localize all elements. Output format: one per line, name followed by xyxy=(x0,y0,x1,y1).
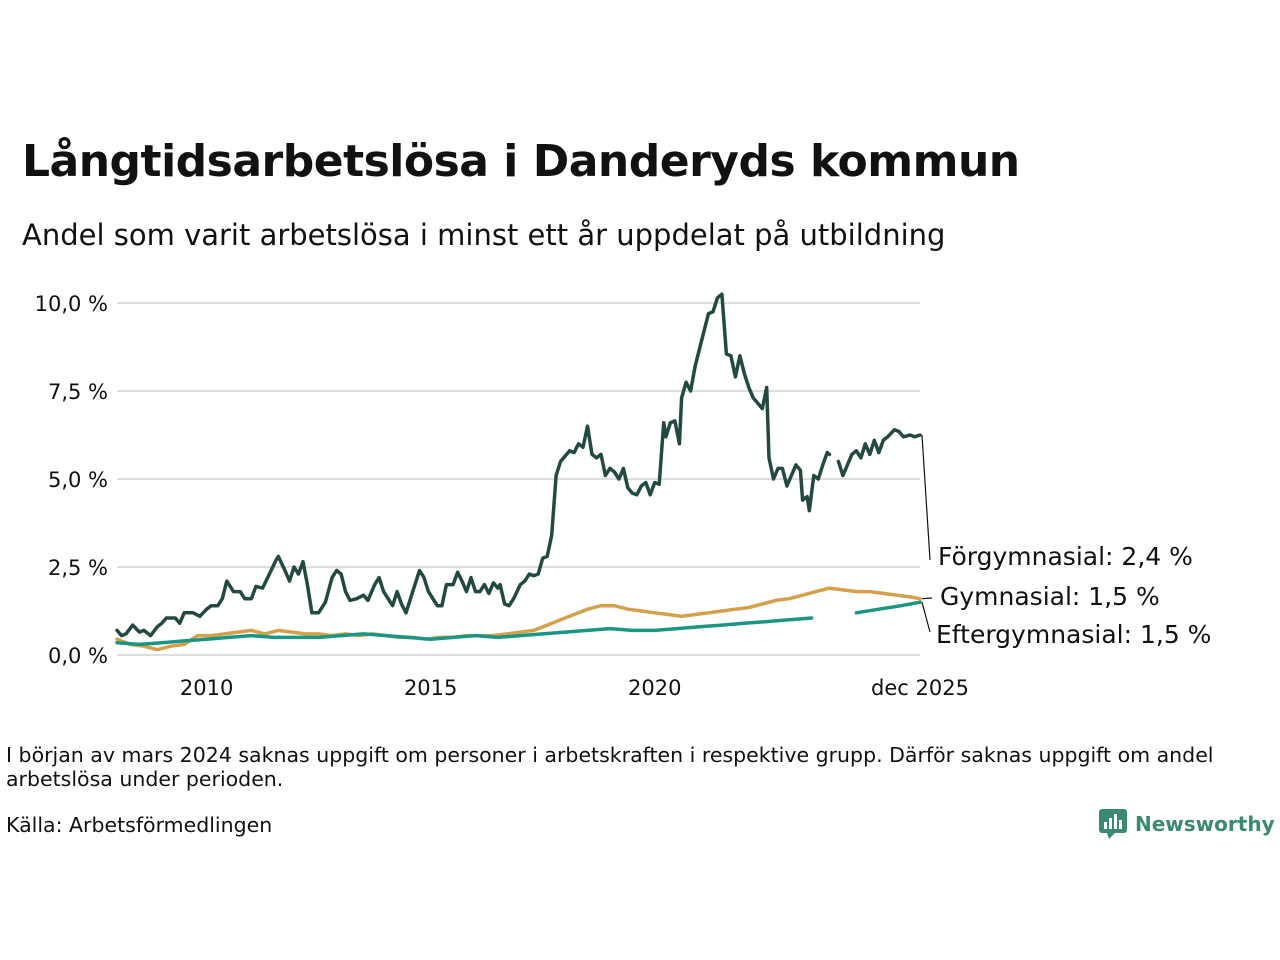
series-line-gymnasial xyxy=(115,586,922,652)
series-line-eftergymnasial xyxy=(854,600,922,615)
source-note: Källa: Arbetsförmedlingen xyxy=(6,813,273,837)
y-tick-label: 10,0 % xyxy=(35,292,108,316)
series-line-förgymnasial xyxy=(836,427,922,478)
y-axis: 0,0 % 2,5 % 5,0 % 7,5 % 10,0 % xyxy=(35,292,108,668)
series-lines xyxy=(115,292,922,652)
brand-logo: Newsworthy xyxy=(1099,809,1275,839)
brand-name: Newsworthy xyxy=(1135,812,1275,836)
x-tick-label: 2015 xyxy=(404,676,457,700)
chart-title: Långtidsarbetslösa i Danderyds kommun xyxy=(22,136,1020,187)
x-tick-label: dec 2025 xyxy=(871,676,969,700)
series-end-label: Förgymnasial: 2,4 % xyxy=(938,542,1193,571)
series-end-label: Eftergymnasial: 1,5 % xyxy=(936,620,1211,649)
newsworthy-logo-icon xyxy=(1099,809,1127,839)
series-end-labels: Förgymnasial: 2,4 % Gymnasial: 1,5 % Efter… xyxy=(921,434,1211,649)
end-label-leader xyxy=(921,434,931,561)
series-end-label: Gymnasial: 1,5 % xyxy=(940,582,1160,611)
x-tick-label: 2020 xyxy=(628,676,681,700)
footnote: I början av mars 2024 saknas uppgift om … xyxy=(6,743,1214,791)
end-label-leader xyxy=(921,602,931,633)
y-tick-label: 5,0 % xyxy=(48,468,108,492)
chart-subtitle: Andel som varit arbetslösa i minst ett å… xyxy=(22,218,946,252)
y-tick-label: 7,5 % xyxy=(48,380,108,404)
y-tick-label: 2,5 % xyxy=(48,556,108,580)
y-tick-label: 0,0 % xyxy=(48,644,108,668)
series-line-eftergymnasial xyxy=(115,616,814,647)
x-axis: 2010 2015 2020 dec 2025 xyxy=(180,676,969,700)
x-tick-label: 2010 xyxy=(180,676,233,700)
series-line-förgymnasial xyxy=(115,292,832,638)
end-label-leader xyxy=(921,597,933,600)
